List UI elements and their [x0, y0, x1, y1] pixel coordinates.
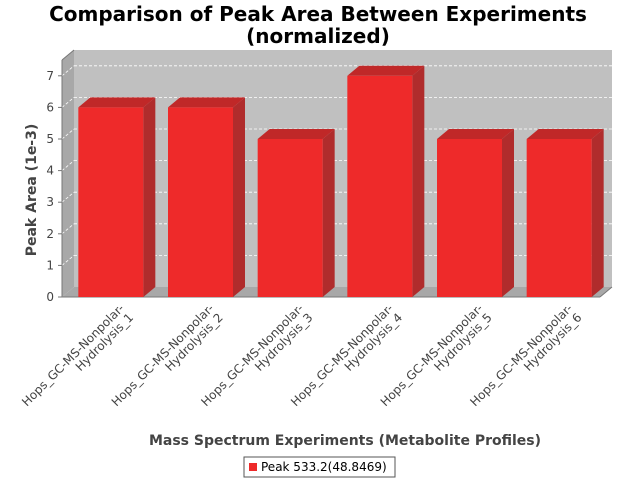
- bar-4: [347, 65, 425, 297]
- bar-top: [526, 129, 604, 139]
- bar-top: [168, 97, 245, 108]
- legend: Peak 533.2(48.8469): [243, 456, 396, 478]
- bar-side: [233, 97, 245, 298]
- gridline-side: [61, 191, 75, 203]
- bar-side: [412, 65, 425, 297]
- bar-front: [526, 139, 592, 297]
- y-tick-label: 5: [46, 132, 54, 146]
- bar-2: [168, 97, 245, 298]
- gridline-side: [61, 128, 75, 140]
- y-tick-label: 2: [46, 227, 54, 241]
- y-tick-label: 4: [46, 164, 54, 178]
- bar-top: [78, 97, 156, 108]
- y-tick-label: 1: [46, 258, 54, 272]
- bar-top: [437, 129, 514, 139]
- legend-swatch: [249, 463, 257, 471]
- gridline-side: [61, 160, 75, 171]
- bars: [78, 65, 604, 298]
- bar-side: [502, 129, 514, 297]
- bar-top: [347, 65, 425, 76]
- gridline-side: [61, 223, 75, 235]
- bar-6: [526, 129, 604, 297]
- legend-box: [243, 456, 396, 478]
- axis-depth-line: [61, 49, 75, 61]
- gridline-side: [61, 255, 75, 266]
- bar-side: [322, 129, 335, 297]
- bar-front: [347, 75, 413, 297]
- y-tick-label: 6: [46, 100, 54, 114]
- y-tick-label: 3: [46, 195, 54, 209]
- x-tick-labels: Hops_GC-MS-Nonpolar-Hydrolysis_1Hops_GC-…: [19, 301, 584, 409]
- bar-3: [257, 129, 335, 297]
- plot-left-wall: [62, 50, 74, 297]
- bar-front: [437, 139, 502, 297]
- gridline-side: [61, 65, 75, 77]
- y-tick-label: 7: [46, 69, 54, 83]
- bar-front: [168, 107, 233, 298]
- y-tick-label: 0: [46, 290, 54, 304]
- bar-5: [437, 129, 514, 297]
- bar-top: [257, 129, 335, 139]
- chart-title-line2: (normalized): [246, 24, 390, 48]
- bar-side: [143, 97, 156, 298]
- bar-1: [78, 97, 156, 298]
- x-tick-label-line1: Hops_GC-MS-Nonpolar-: [19, 301, 127, 409]
- bar-front: [257, 139, 323, 297]
- axes: [61, 49, 613, 298]
- chart-title-line1: Comparison of Peak Area Between Experime…: [49, 2, 587, 26]
- axis-depth-line: [599, 286, 613, 298]
- bar-side: [591, 129, 604, 297]
- gridline-side: [61, 97, 75, 108]
- y-tick-labels: 0 1 2 3 4 5 6 7: [46, 69, 62, 304]
- gridlines: [61, 65, 612, 266]
- y-axis-label: Peak Area (1e-3): [24, 124, 40, 257]
- bar-front: [78, 107, 144, 298]
- x-axis-label: Mass Spectrum Experiments (Metabolite Pr…: [149, 433, 541, 449]
- legend-label: Peak 533.2(48.8469): [261, 460, 387, 474]
